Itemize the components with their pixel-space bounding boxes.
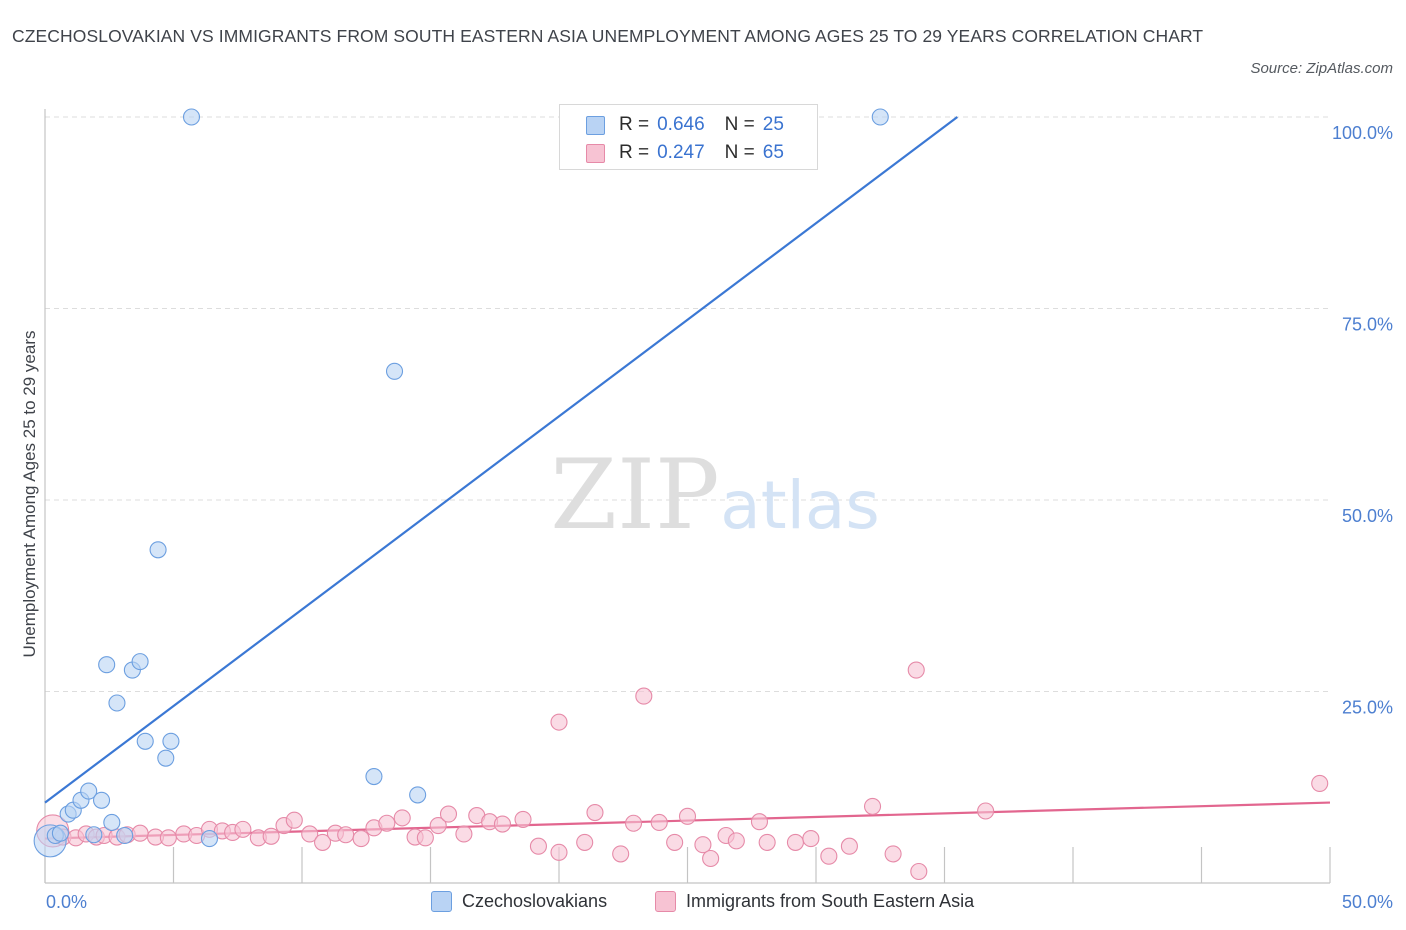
data-point-pink-40 xyxy=(550,843,568,861)
data-point-pink-46 xyxy=(650,813,668,832)
bottom-legend-swatch-pink xyxy=(655,890,676,912)
data-point-pink-64 xyxy=(1311,774,1329,792)
data-point-pink-25 xyxy=(352,830,370,848)
data-point-pink-63 xyxy=(977,802,995,820)
data-point-pink-10 xyxy=(159,829,177,847)
data-point-pink-24 xyxy=(337,826,355,844)
bottom-legend-label: Czechoslovakians xyxy=(462,890,608,911)
y-tick-label-100: 100.0% xyxy=(1332,123,1393,143)
data-point-pink-42 xyxy=(586,803,604,822)
data-point-pink-62 xyxy=(910,862,928,881)
data-point-pink-54 xyxy=(758,833,776,851)
data-point-blue-9 xyxy=(103,813,121,832)
legend-n-value: 65 xyxy=(762,142,784,163)
y-tick-label-50: 50.0% xyxy=(1342,506,1393,526)
chart-title: CZECHOSLOVAKIAN VS IMMIGRANTS FROM SOUTH… xyxy=(12,26,1204,46)
data-point-blue-22 xyxy=(385,362,404,380)
data-point-pink-41 xyxy=(576,833,594,851)
bottom-legend-swatch-blue xyxy=(431,890,452,912)
data-point-pink-61 xyxy=(907,661,925,679)
legend-swatch-pink xyxy=(586,143,605,163)
data-points xyxy=(33,108,1329,881)
data-point-pink-47 xyxy=(666,833,684,851)
legend-row-czechoslovakians: R = 0.646 N = 25 xyxy=(586,113,784,137)
data-point-pink-30 xyxy=(416,829,434,847)
data-point-blue-7 xyxy=(85,826,103,844)
source-label: Source: ZipAtlas.com xyxy=(1250,60,1393,77)
data-point-blue-21 xyxy=(365,767,383,786)
data-point-blue-12 xyxy=(108,694,126,712)
watermark-atlas: atlas xyxy=(720,467,880,544)
data-point-pink-56 xyxy=(802,830,820,848)
data-point-pink-39 xyxy=(550,713,568,731)
data-point-pink-8 xyxy=(131,824,149,842)
data-point-pink-45 xyxy=(635,687,653,705)
data-point-pink-33 xyxy=(455,825,473,843)
data-point-pink-53 xyxy=(750,813,769,831)
data-point-blue-24 xyxy=(871,108,889,126)
data-point-pink-22 xyxy=(314,833,332,851)
legend-r-value: 0.646 xyxy=(657,114,705,135)
data-point-blue-15 xyxy=(136,732,154,750)
data-point-blue-11 xyxy=(98,656,116,674)
data-point-blue-10 xyxy=(116,826,134,845)
data-point-pink-60 xyxy=(884,845,902,863)
data-point-pink-31 xyxy=(429,816,447,835)
tick-labels: 25.0% 50.0% 75.0% 100.0% 0.0% 50.0% xyxy=(46,123,1393,912)
data-point-pink-32 xyxy=(439,805,458,823)
y-tick-label-25: 25.0% xyxy=(1342,698,1393,718)
data-point-pink-49 xyxy=(694,836,712,854)
data-point-blue-6 xyxy=(80,782,98,800)
data-point-pink-55 xyxy=(786,833,804,851)
data-point-blue-2 xyxy=(51,824,69,842)
data-point-blue-20 xyxy=(200,830,219,848)
data-point-pink-57 xyxy=(820,847,838,865)
data-point-blue-14 xyxy=(131,653,149,671)
bottom-legend-label: Immigrants from South Eastern Asia xyxy=(686,890,975,911)
axes xyxy=(44,109,1331,884)
x-tick-label-0: 0.0% xyxy=(46,892,87,912)
data-point-pink-52 xyxy=(727,832,745,850)
data-point-pink-43 xyxy=(612,845,630,863)
legend-n-value: 25 xyxy=(762,114,784,135)
data-point-pink-59 xyxy=(863,797,882,815)
legend-swatch-blue xyxy=(586,115,605,135)
data-point-pink-37 xyxy=(514,810,532,828)
legend-n-label: N = xyxy=(724,142,755,163)
legend-r-label: R = xyxy=(619,142,650,163)
data-point-pink-38 xyxy=(529,837,547,855)
y-tick-label-75: 75.0% xyxy=(1342,315,1393,335)
data-point-pink-44 xyxy=(624,814,643,832)
legend-r-value: 0.247 xyxy=(657,142,705,163)
data-point-blue-19 xyxy=(182,108,201,126)
data-point-blue-17 xyxy=(157,749,175,767)
bottom-legend-immigrants: Immigrants from South Eastern Asia xyxy=(655,888,974,914)
data-point-pink-50 xyxy=(702,849,720,868)
correlation-legend: R = 0.646 N = 25 R = 0.247 N = 65 xyxy=(559,104,818,170)
data-point-blue-16 xyxy=(149,541,167,559)
legend-r-label: R = xyxy=(619,114,650,135)
data-point-pink-27 xyxy=(378,814,396,832)
data-point-pink-58 xyxy=(840,837,858,855)
data-point-pink-21 xyxy=(301,825,319,843)
data-point-blue-18 xyxy=(162,732,180,750)
bottom-legend-czechoslovakians: Czechoslovakians xyxy=(431,888,607,914)
data-point-blue-8 xyxy=(92,791,111,809)
data-point-pink-28 xyxy=(393,809,411,827)
data-point-pink-20 xyxy=(285,811,303,829)
legend-row-immigrants: R = 0.247 N = 65 xyxy=(586,141,784,165)
x-tick-label-50: 50.0% xyxy=(1342,892,1393,912)
data-point-pink-36 xyxy=(493,815,512,833)
legend-n-label: N = xyxy=(724,114,755,135)
gridlines xyxy=(45,116,1330,692)
data-point-blue-23 xyxy=(409,786,427,804)
data-point-pink-48 xyxy=(678,807,697,825)
trend-line-blue xyxy=(44,116,959,804)
watermark-zip: ZIP xyxy=(550,439,719,551)
watermark: ZIP atlas xyxy=(550,439,879,551)
data-point-pink-18 xyxy=(262,827,280,845)
data-point-pink-16 xyxy=(234,820,252,838)
